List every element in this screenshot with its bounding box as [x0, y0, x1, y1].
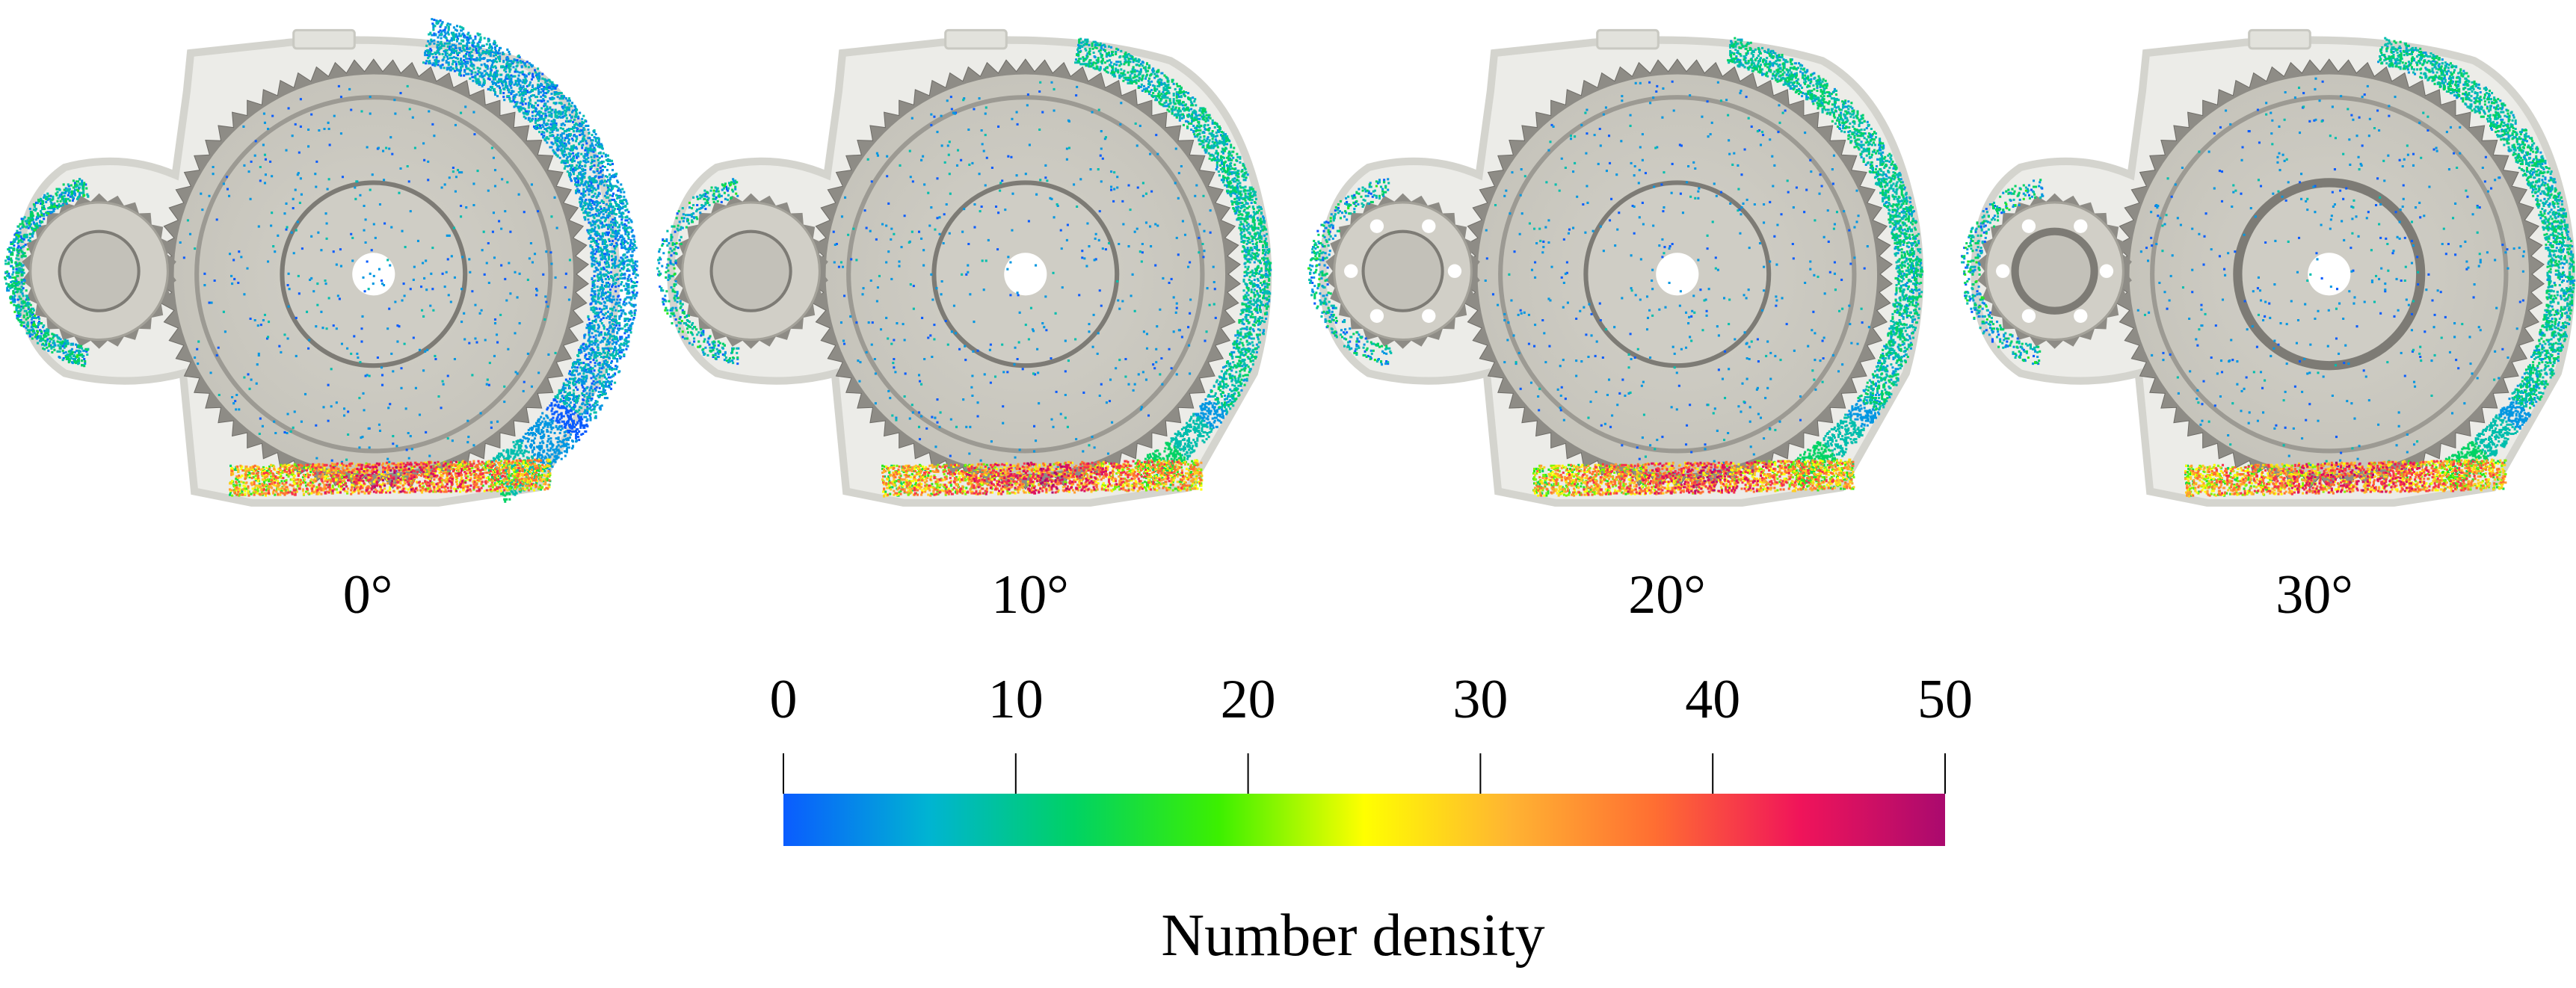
oil-particles — [1534, 459, 1854, 497]
large-gear-bore — [1004, 253, 1047, 296]
colorbar-tick-label: 0 — [770, 669, 798, 730]
housing-breather — [1596, 28, 1660, 50]
oil-particles — [1534, 458, 1852, 497]
colorbar: 0 10 20 30 40 50 Number density — [770, 669, 1973, 969]
oil-particles — [262, 459, 533, 496]
gearbox-drawing — [1961, 28, 2576, 507]
pinion-bolt-hole — [1369, 309, 1384, 323]
pinion-bolt-hole — [2021, 219, 2036, 233]
large-gear-rim — [846, 95, 1205, 454]
colorbar-bar — [783, 794, 1945, 846]
oil-particles — [373, 466, 413, 493]
pinion-bolt-hole — [1369, 219, 1384, 233]
pinion-bolt-hole — [1447, 264, 1462, 278]
large-gear-rim — [1498, 95, 1857, 454]
pinion-bolt-hole — [2021, 309, 2036, 323]
pinion-hub — [1361, 229, 1444, 312]
colorbar-ticks: 0 10 20 30 40 50 — [770, 669, 1973, 794]
pinion-bolt-hole — [1344, 264, 1358, 278]
oil-particles — [1627, 460, 1774, 495]
large-gear-bore — [2308, 253, 2351, 296]
oil-particles — [1692, 466, 1719, 493]
oil-particles — [966, 461, 1136, 495]
oil-particles — [1562, 460, 1844, 496]
large-gear-bore — [1656, 253, 1699, 296]
housing-breather — [292, 28, 356, 50]
colorbar-title: Number density — [1161, 903, 1544, 969]
colorbar-tick-label: 30 — [1452, 669, 1508, 730]
oil-particles — [229, 458, 552, 496]
colorbar-tick-label: 50 — [1917, 669, 1973, 730]
pinion-bolt-hole — [2074, 309, 2088, 323]
pinion-hub — [709, 229, 792, 312]
pinion-bolt-hole — [1422, 309, 1436, 323]
oil-particles — [4, 19, 638, 474]
colorbar-tick-label: 10 — [988, 669, 1044, 730]
pinion-bolt-hole — [1996, 264, 2010, 278]
gearbox-panel-30deg — [1961, 28, 2576, 507]
pinion-bolt-hole — [2074, 219, 2088, 233]
gearbox-panel-20deg — [1307, 28, 1924, 507]
gearbox-panel-0deg — [4, 18, 639, 507]
pinion-hub — [58, 229, 141, 312]
large-gear-rim — [2150, 95, 2509, 454]
pinion-hub — [2011, 227, 2098, 315]
housing-breather — [944, 28, 1008, 50]
oil-particles — [882, 460, 1203, 496]
gearbox-drawing — [1307, 28, 1924, 507]
housing-breather — [2248, 28, 2311, 50]
angle-label-30: 30° — [2275, 564, 2353, 626]
oil-particles — [913, 460, 1184, 496]
colorbar-tick-label: 40 — [1685, 669, 1740, 730]
gearbox-panel-10deg — [656, 28, 1272, 507]
pinion-bolt-hole — [1422, 219, 1436, 233]
angle-label-10: 10° — [991, 564, 1069, 626]
gearbox-drawing — [4, 18, 639, 507]
angle-label-0: 0° — [343, 564, 393, 626]
oil-particles — [1308, 38, 1923, 481]
oil-particles — [658, 38, 1272, 469]
colorbar-tick-label: 20 — [1221, 669, 1276, 730]
angle-label-20: 20° — [1628, 564, 1706, 626]
oil-particles — [2215, 460, 2495, 495]
oil-particles — [881, 459, 1203, 497]
oil-particles — [2285, 461, 2429, 494]
large-gear-rim — [194, 95, 553, 454]
gearbox-drawing — [656, 28, 1272, 507]
pinion-bolt-hole — [2099, 264, 2114, 278]
